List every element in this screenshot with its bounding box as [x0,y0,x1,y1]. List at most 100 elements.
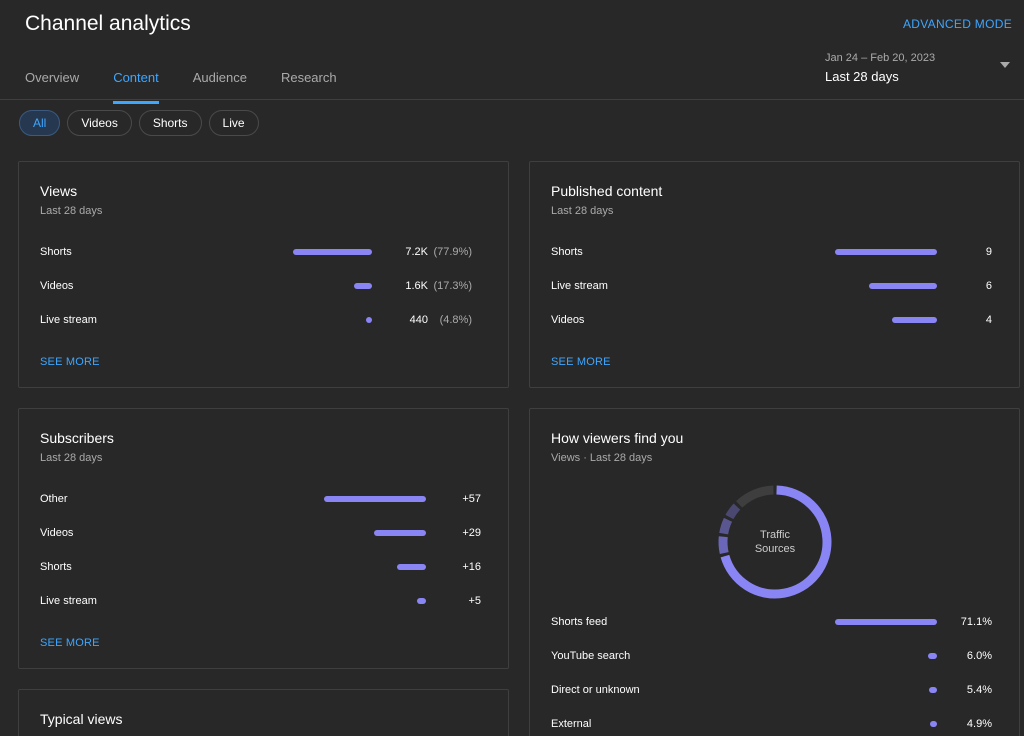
chevron-down-icon[interactable] [1000,62,1010,68]
row-label: Shorts [40,246,72,258]
row-bar [891,317,937,323]
row-bar [868,283,937,289]
list-item: Videos +29 [40,525,492,541]
tab-divider [0,99,1024,100]
subscribers-card: Subscribers Last 28 days Other +57 Video… [18,408,509,669]
list-item: Videos 4 [551,312,1003,328]
views-card: Views Last 28 days Shorts 7.2K (77.9%) V… [18,161,509,388]
row-value: 6.0% [966,650,992,662]
donut-slice-1 [718,536,729,555]
row-value: 4 [985,314,992,326]
row-value: +29 [462,527,481,539]
list-item: Videos 1.6K (17.3%) [40,278,492,294]
list-item: YouTube search 6.0% [551,648,1003,664]
list-item: Shorts 9 [551,244,1003,260]
row-bar [292,249,372,255]
row-label: Direct or unknown [551,684,640,696]
row-label: Videos [551,314,585,326]
row-label: Videos [40,280,74,292]
row-label: Live stream [40,595,97,607]
row-bar [324,496,426,502]
row-bar [928,653,937,659]
card-subtitle: Views · Last 28 days [551,452,653,464]
donut-slice-2 [719,517,733,535]
list-item: Shorts feed 71.1% [551,614,1003,630]
list-item: Live stream +5 [40,593,492,609]
list-item: Live stream 6 [551,278,1003,294]
row-label: Other [40,493,68,505]
donut-slice-0 [720,485,832,599]
donut-label-line1: Traffic [760,529,790,541]
chip-all[interactable]: All [19,110,61,136]
card-subtitle: Last 28 days [551,205,614,217]
list-item: Other +57 [40,491,492,507]
row-value: 6 [985,280,992,292]
chip-shorts[interactable]: Shorts [138,110,202,136]
row-bar [354,283,372,289]
list-item: External 4.9% [551,716,1003,732]
row-bar [929,687,937,693]
row-value: +57 [462,493,481,505]
page-title: Channel analytics [25,12,191,35]
donut-slice-3 [725,503,741,520]
row-value: 7.2K [405,246,428,258]
date-range: Jan 24 – Feb 20, 2023 [825,52,936,64]
row-label: Videos [40,527,74,539]
row-label: Live stream [40,314,97,326]
row-label: External [551,718,592,730]
row-bar [835,249,937,255]
row-bar [374,530,426,536]
row-value: +16 [462,561,481,573]
see-more-link[interactable]: SEE MORE [40,356,100,368]
list-item: Direct or unknown 5.4% [551,682,1003,698]
card-subtitle: Last 28 days [40,205,103,217]
row-percent: (17.3%) [433,280,472,292]
tab-audience[interactable]: Audience [192,70,247,85]
traffic-donut-chart [718,485,832,599]
tab-content[interactable]: Content [113,70,159,104]
row-value: 440 [409,314,428,326]
see-more-link[interactable]: SEE MORE [551,356,611,368]
tab-research[interactable]: Research [280,70,337,85]
donut-center-label: Traffic Sources [735,528,815,556]
date-picker[interactable]: Jan 24 – Feb 20, 2023 Last 28 days [825,52,935,84]
row-bar [835,619,937,625]
filter-chips: All Videos Shorts Live [19,110,259,136]
row-bar [397,564,426,570]
card-title: Typical views [40,711,123,727]
card-subtitle: Last 28 days [40,452,103,464]
row-label: Shorts [551,246,583,258]
row-value: 9 [985,246,992,258]
card-title: Subscribers [40,430,114,446]
row-percent: (77.9%) [433,246,472,258]
see-more-link[interactable]: SEE MORE [40,637,100,649]
chip-live[interactable]: Live [208,110,259,136]
tab-overview[interactable]: Overview [25,70,80,85]
card-title: Published content [551,183,663,199]
list-item: Live stream 440 (4.8%) [40,312,492,328]
donut-slice-other [736,485,774,508]
row-value: 1.6K [405,280,428,292]
chip-videos[interactable]: Videos [67,110,132,136]
tab-bar: Overview Content Audience Research [25,70,371,104]
row-bar [417,598,426,604]
row-label: Live stream [551,280,608,292]
row-label: Shorts feed [551,616,608,628]
traffic-sources-card: How viewers find you Views · Last 28 day… [529,408,1020,736]
typical-views-card: Typical views [18,689,509,736]
row-bar [366,317,372,323]
row-label: YouTube search [551,650,631,662]
list-item: Shorts 7.2K (77.9%) [40,244,492,260]
row-value: 5.4% [966,684,992,696]
list-item: Shorts +16 [40,559,492,575]
row-label: Shorts [40,561,72,573]
advanced-mode-link[interactable]: ADVANCED MODE [902,17,1012,31]
card-title: How viewers find you [551,430,684,446]
row-value: 4.9% [966,718,992,730]
row-percent: (4.8%) [439,314,472,326]
row-bar [930,721,937,727]
donut-label-line2: Sources [754,543,796,555]
date-label: Last 28 days [825,69,899,84]
card-title: Views [40,183,78,199]
row-value: +5 [468,595,481,607]
